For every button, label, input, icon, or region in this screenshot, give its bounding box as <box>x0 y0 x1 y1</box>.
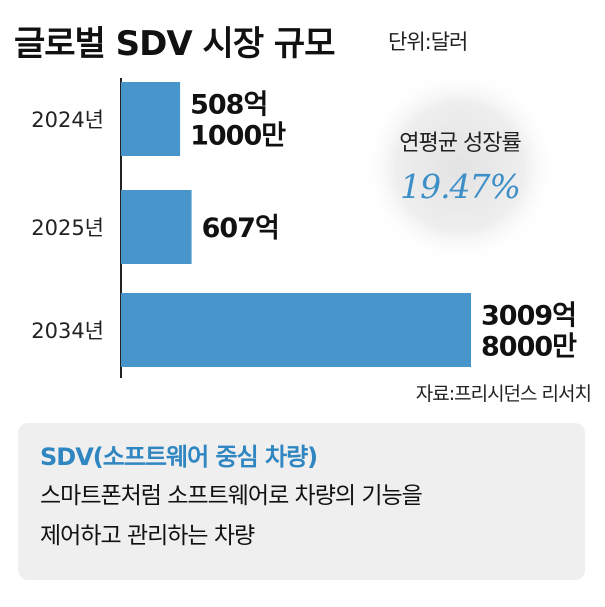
bar-2 <box>121 293 471 367</box>
y-tick-labels: 2024년 2025년 2034년 <box>31 108 104 343</box>
y-tick-label: 2025년 <box>31 216 104 240</box>
data-label: 508억 <box>190 90 267 121</box>
data-label: 3009억 <box>481 301 576 332</box>
unit-label: 단위:달러 <box>388 30 468 54</box>
definition-box: SDV(소프트웨어 중심 차량) 스마트폰처럼 소프트웨어로 차량의 기능을 제… <box>18 423 585 580</box>
bars-group <box>121 82 471 367</box>
y-tick-label: 2034년 <box>31 319 104 343</box>
cagr-annotation: 연평균 성장률 19.47% <box>360 125 560 206</box>
data-label: 8000만 <box>481 332 577 363</box>
data-label: 1000만 <box>190 121 286 152</box>
definition-heading: SDV(소프트웨어 중심 차량) <box>40 443 318 471</box>
definition-line: 제어하고 관리하는 차량 <box>40 523 255 549</box>
cagr-value: 19.47% <box>400 167 521 206</box>
definition-line: 스마트폰처럼 소프트웨어로 차량의 기능을 <box>40 483 423 509</box>
y-tick-label: 2024년 <box>31 108 104 132</box>
cagr-label: 연평균 성장률 <box>399 131 521 156</box>
definition-body: 스마트폰처럼 소프트웨어로 차량의 기능을 제어하고 관리하는 차량 <box>40 476 563 556</box>
data-label: 607억 <box>202 213 279 244</box>
bar-0 <box>121 82 181 156</box>
cagr-halo <box>362 69 558 265</box>
bar-1 <box>121 190 192 264</box>
chart-title: 글로벌 SDV 시장 규모 <box>14 24 335 64</box>
source-note: 자료:프리시던스 리서치 <box>415 383 592 405</box>
